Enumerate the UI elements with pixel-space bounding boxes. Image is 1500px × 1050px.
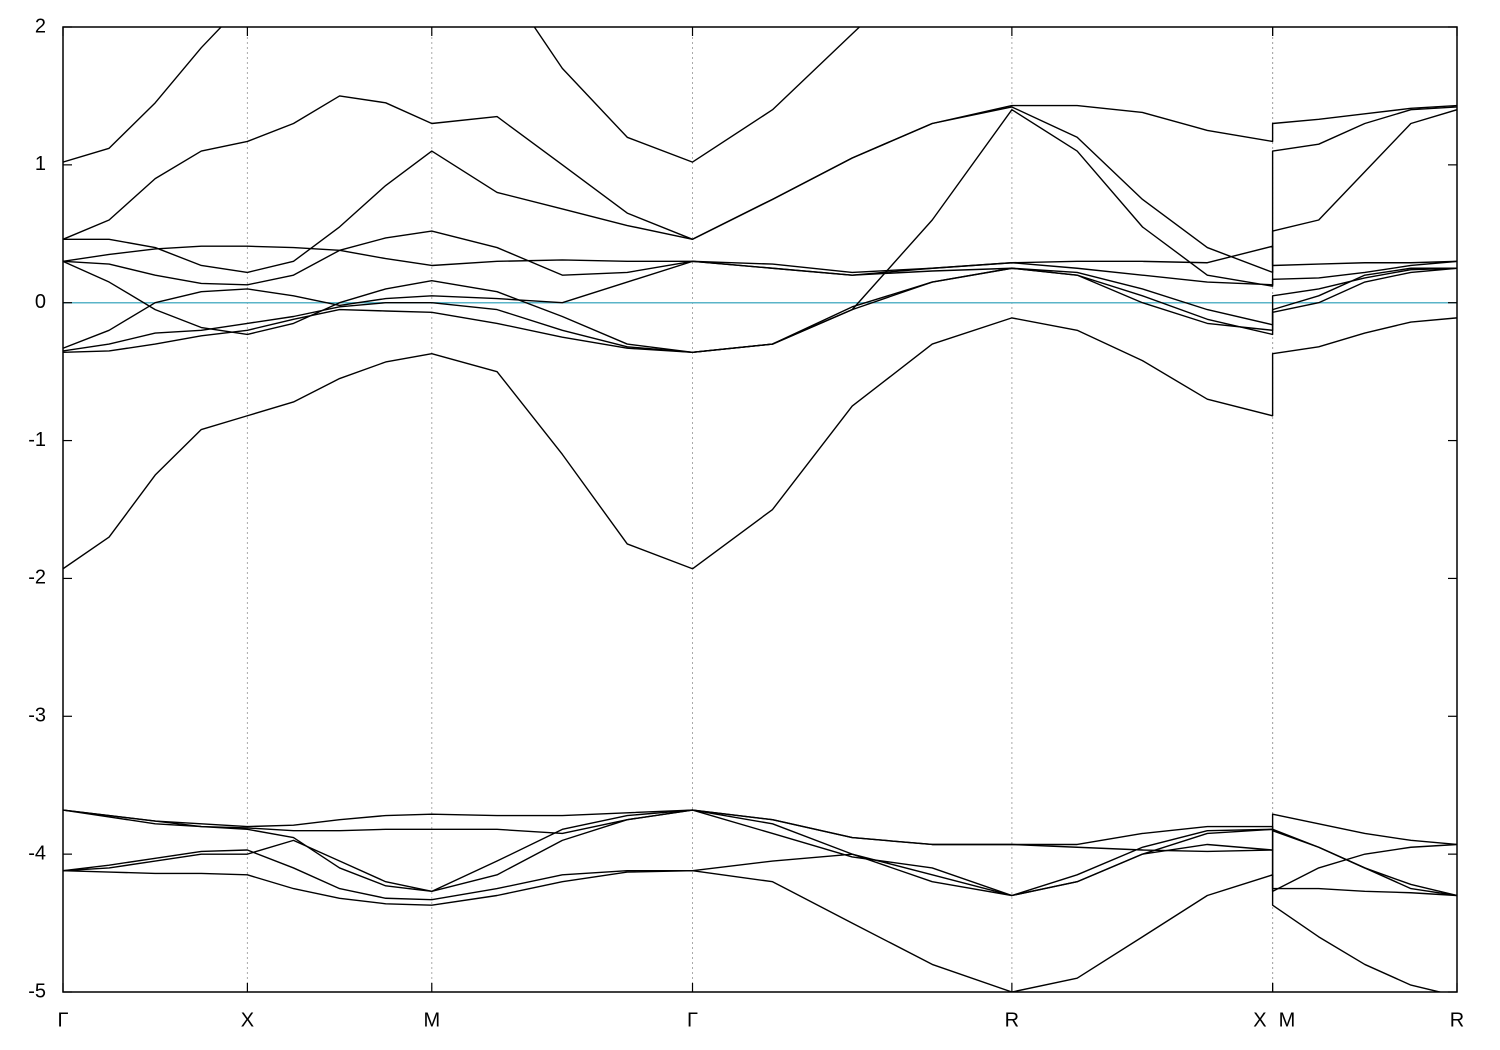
x-tick-label: X <box>241 1009 254 1031</box>
y-tick-label: 2 <box>35 15 46 37</box>
y-tick-label: 1 <box>35 153 46 175</box>
x-tick-label: Γ <box>57 1009 68 1031</box>
band-line <box>63 27 861 163</box>
y-tick-label: -5 <box>28 980 46 1002</box>
band-line <box>63 106 1457 274</box>
band-line <box>63 809 1457 853</box>
y-tick-label: 0 <box>35 291 46 313</box>
x-tick-label: X <box>1253 1009 1266 1031</box>
y-tick-label: -3 <box>28 705 46 727</box>
band-line <box>63 245 1457 276</box>
x-tick-label: Γ <box>687 1009 698 1031</box>
y-tick-label: -2 <box>28 567 46 589</box>
y-tick-label: -4 <box>28 842 46 864</box>
band-line <box>63 260 1457 349</box>
band-line <box>63 317 1457 570</box>
band-line <box>63 260 1457 354</box>
band-line <box>63 809 1457 897</box>
band-line <box>63 267 1457 354</box>
bands <box>63 27 1457 992</box>
band-line <box>63 843 1457 901</box>
y-tick-label: -1 <box>28 429 46 451</box>
band-line <box>63 230 1457 286</box>
x-tick-label: M <box>423 1009 440 1031</box>
x-tick-label: R <box>1450 1009 1464 1031</box>
band-line <box>63 869 1443 992</box>
band-line <box>63 109 1457 354</box>
x-tick-label: R <box>1005 1009 1019 1031</box>
plot-frame <box>62 26 1458 993</box>
x-tick-label: M <box>1279 1009 1296 1031</box>
